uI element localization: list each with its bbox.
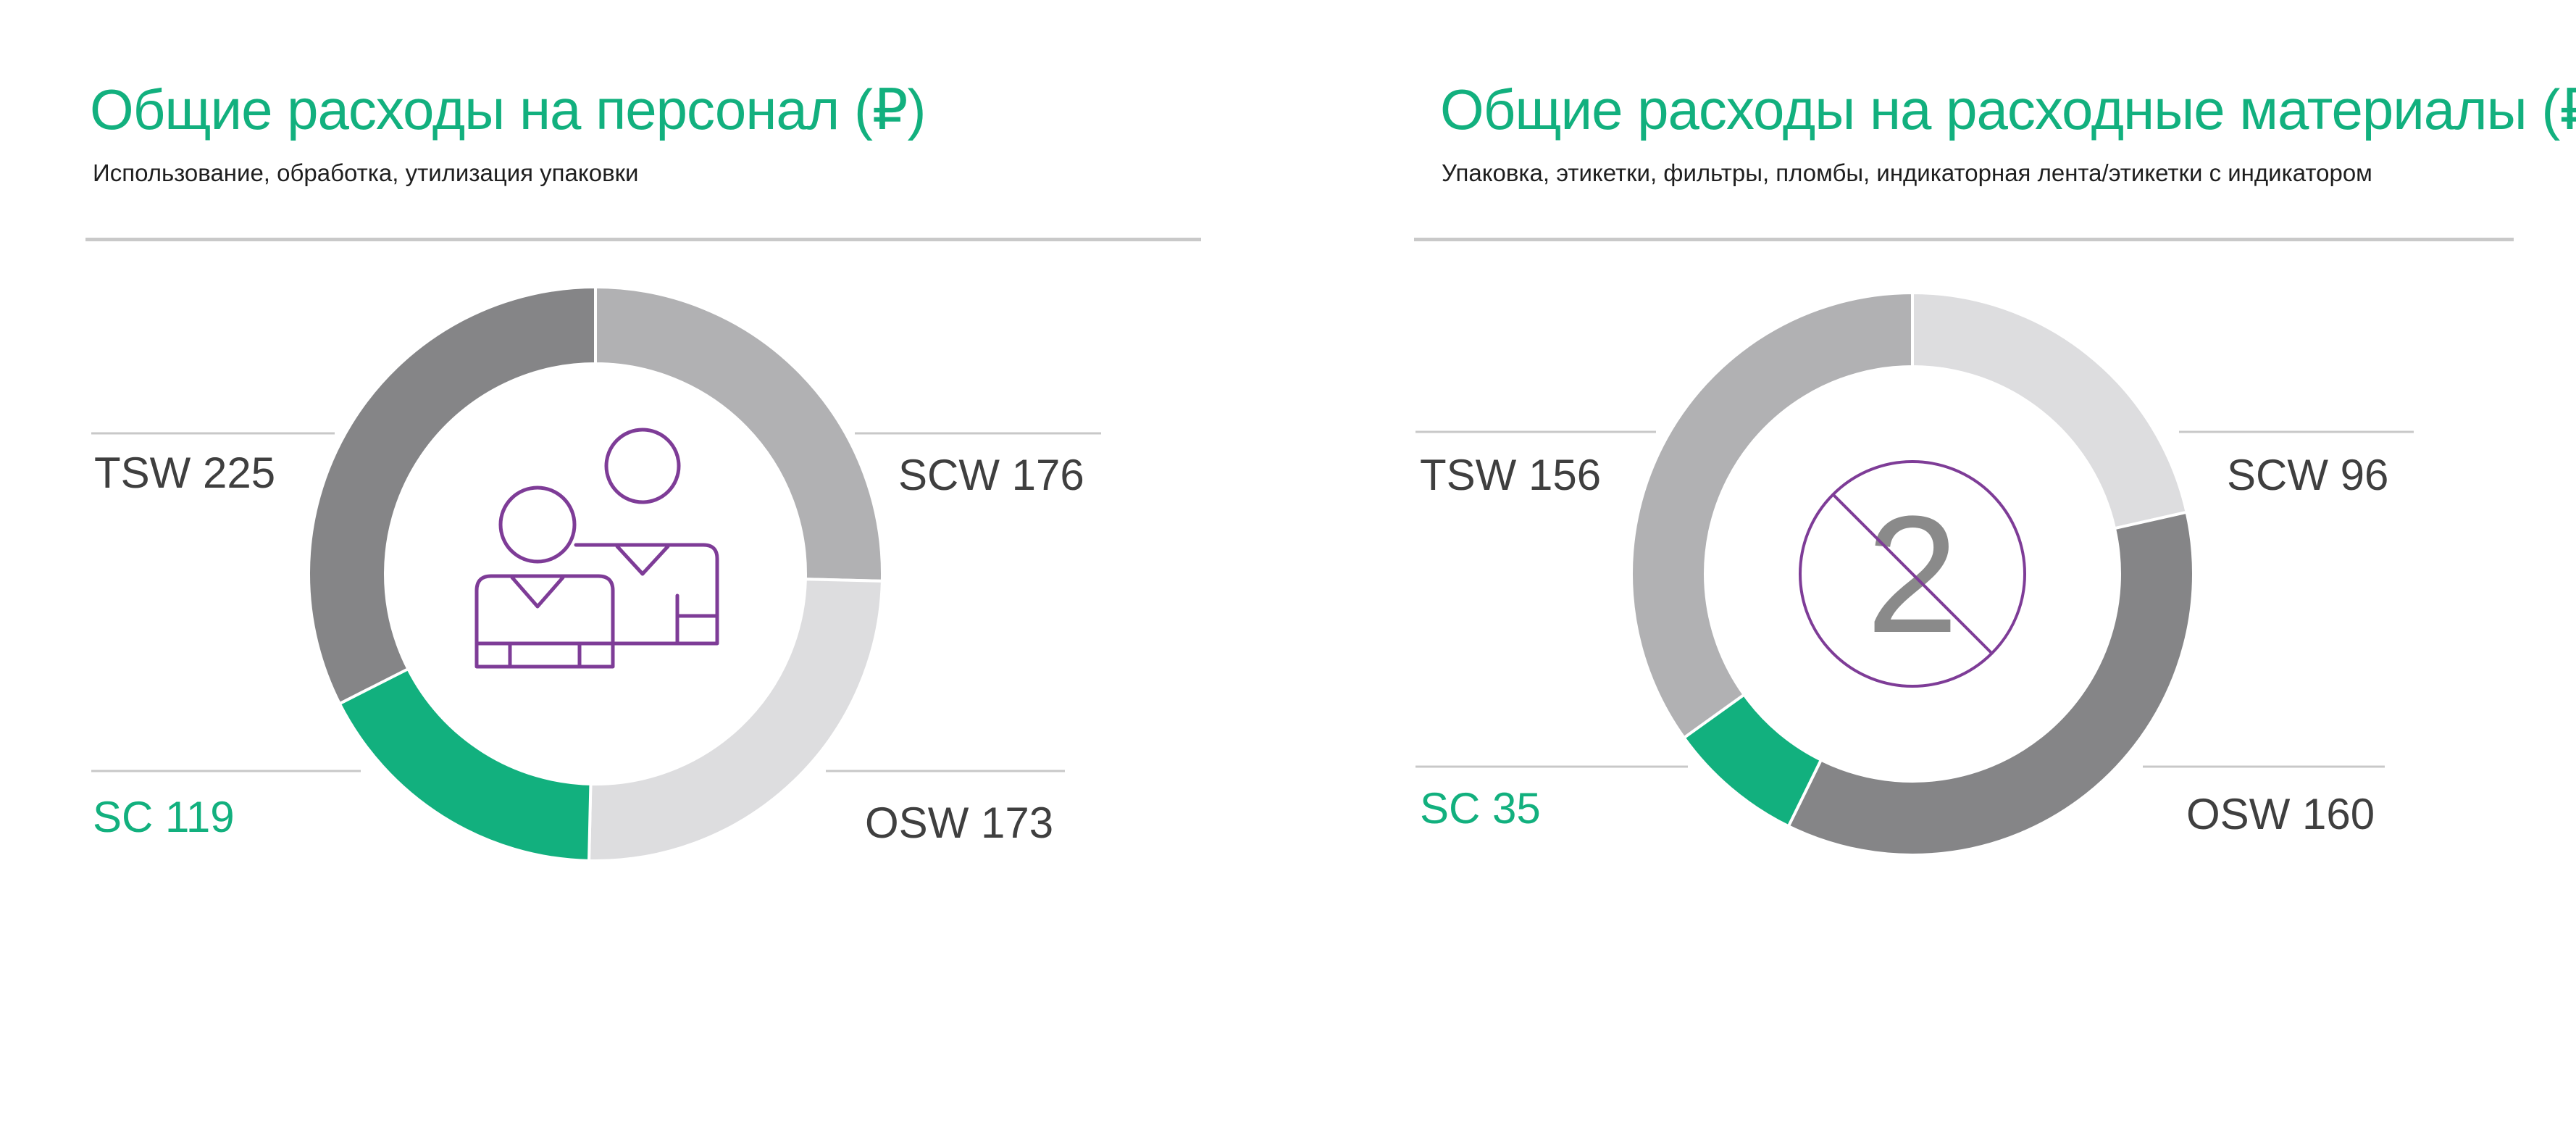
segments — [307, 285, 884, 862]
chart-subtitle: Использование, обработка, утилизация упа… — [93, 159, 639, 186]
donut-chart: 2 SCW 96 OSW 160 SC 35 TSW 156 — [1415, 291, 2414, 857]
segment-osw — [1786, 510, 2195, 857]
segment-scw — [594, 285, 884, 583]
segment-labels: SCW 96 OSW 160 SC 35 TSW 156 — [1420, 451, 2388, 838]
donut-chart: SCW 176 OSW 173 SC 119 TSW 225 — [91, 285, 1101, 862]
segment-osw — [587, 578, 884, 862]
chart-subtitle: Упаковка, этикетки, фильтры, пломбы, инд… — [1442, 159, 2372, 186]
segment-label-tsw: TSW 156 — [1420, 451, 1601, 499]
people-icon — [474, 428, 719, 669]
segment-label-sc: SC 35 — [1420, 784, 1541, 833]
segment-sc — [338, 667, 593, 862]
segment-tsw — [1630, 291, 1914, 740]
no-reuse-icon: 2 — [1799, 460, 2026, 688]
divider — [85, 238, 1201, 241]
label-lines — [1415, 430, 2414, 768]
segment-label-osw: OSW 160 — [2186, 790, 2375, 838]
segment-labels: SCW 176 OSW 173 SC 119 TSW 225 — [93, 449, 1084, 847]
divider — [1414, 238, 2514, 241]
segment-label-scw: SCW 176 — [898, 451, 1084, 499]
segment-label-scw: SCW 96 — [2227, 451, 2388, 499]
segment-label-tsw: TSW 225 — [94, 449, 275, 497]
chart-consumables-costs: Общие расходы на расходные материалы (₽)… — [1288, 0, 2576, 1121]
segment-label-osw: OSW 173 — [865, 799, 1053, 847]
chart-personnel-costs: Общие расходы на персонал (₽) Использова… — [85, 78, 1201, 862]
segment-tsw — [307, 285, 597, 706]
chart-title: Общие расходы на расходные материалы (₽) — [1440, 78, 2576, 141]
segments — [1630, 291, 2195, 857]
segment-label-sc: SC 119 — [93, 793, 235, 841]
chart-title: Общие расходы на персонал (₽) — [90, 78, 927, 141]
label-lines — [91, 432, 1101, 772]
